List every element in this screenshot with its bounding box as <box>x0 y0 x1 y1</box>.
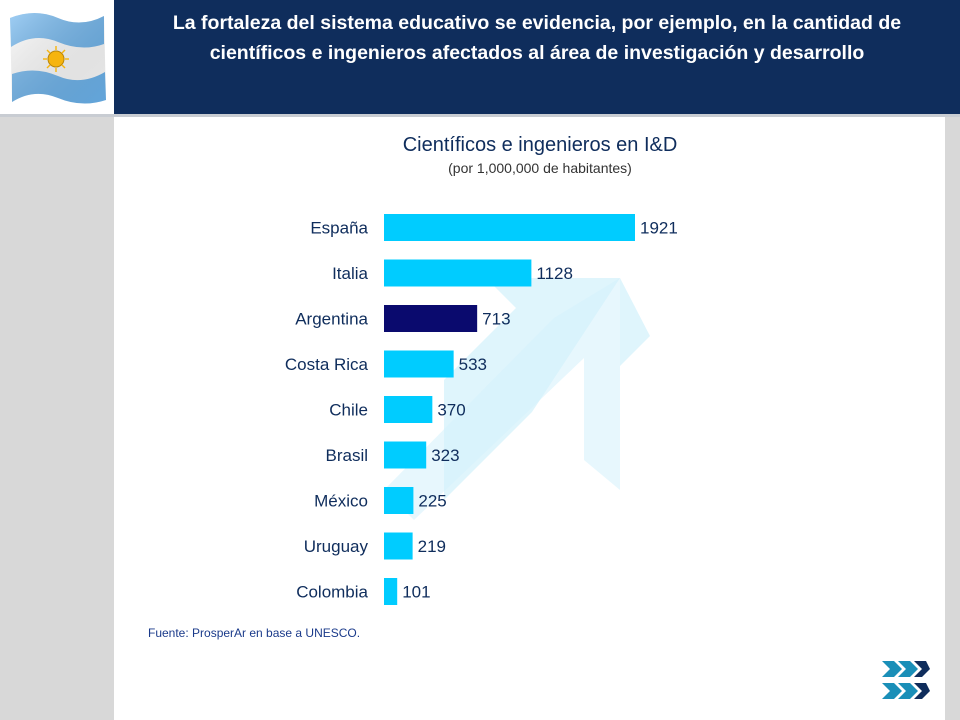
chart-title: Científicos e ingenieros en I&D <box>402 134 678 156</box>
data-label: 533 <box>459 355 487 374</box>
data-label: 713 <box>482 310 510 329</box>
category-label: Italia <box>332 264 368 283</box>
header-divider <box>0 114 960 117</box>
page-title: La fortaleza del sistema educativo se ev… <box>172 12 902 64</box>
source-note: Fuente: ProsperAr en base a UNESCO. <box>148 626 361 640</box>
category-label: Colombia <box>296 583 368 602</box>
bar <box>384 532 413 560</box>
right-margin-panel <box>945 117 960 720</box>
data-label: 101 <box>402 583 430 602</box>
category-label: Uruguay <box>304 537 369 556</box>
data-label: 370 <box>437 401 465 420</box>
bar <box>384 350 454 378</box>
category-label: Costa Rica <box>285 355 369 374</box>
data-label: 1128 <box>536 264 573 283</box>
prosperar-logo-icon <box>880 657 932 710</box>
bar <box>384 487 414 514</box>
data-label: 323 <box>431 446 459 465</box>
background-arrow-icon <box>384 278 650 520</box>
category-label: España <box>310 219 368 238</box>
header-bar <box>0 0 960 114</box>
category-label: México <box>314 492 368 511</box>
category-label: Brasil <box>325 446 368 465</box>
data-label: 219 <box>418 537 446 556</box>
bar <box>384 214 635 241</box>
data-label: 225 <box>418 492 446 511</box>
category-label: Argentina <box>295 310 368 329</box>
bar <box>384 259 532 287</box>
bar <box>384 441 427 469</box>
bar <box>384 578 398 605</box>
background-arrow-shadow <box>384 278 620 520</box>
bar <box>384 396 433 423</box>
bar-chart: España 1921 Italia 1128 Argentina 713 Costa Ri… <box>285 214 678 605</box>
chart-subtitle: (por 1,000,000 de habitantes) <box>448 160 632 176</box>
left-margin-panel <box>0 117 114 720</box>
data-label: 1921 <box>640 219 678 238</box>
bar <box>384 305 478 332</box>
category-label: Chile <box>329 401 368 420</box>
argentina-flag-icon <box>0 0 114 114</box>
